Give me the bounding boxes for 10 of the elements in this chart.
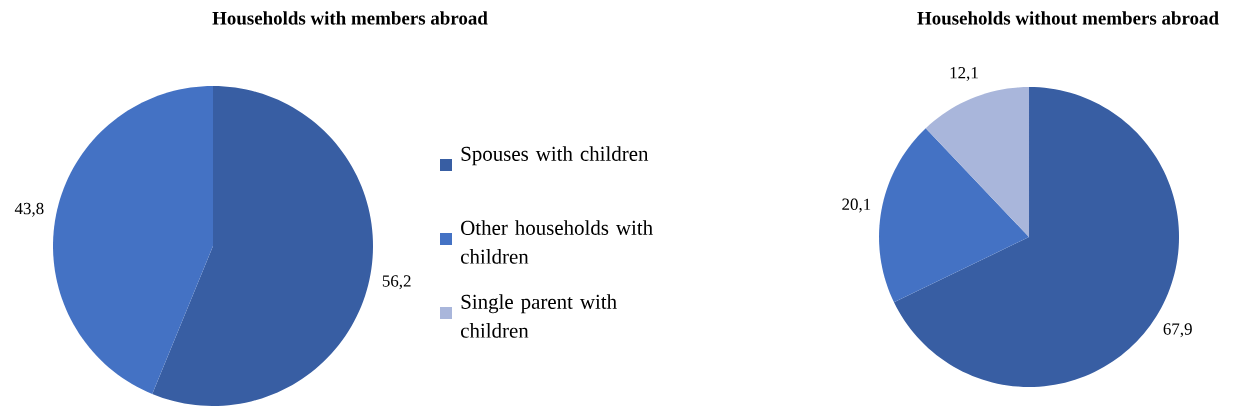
data-label: 20,1 [842, 198, 871, 213]
data-label: 12,1 [950, 67, 978, 81]
data-label: 67,9 [1163, 323, 1192, 338]
data-label: 43,8 [14, 202, 44, 217]
legend-label: Single parent with children [461, 294, 617, 338]
chart-title: Households with members abroad [212, 11, 488, 25]
data-label: 56,2 [382, 275, 411, 290]
legend-label: Other households with children [461, 220, 653, 264]
chart-title: Households without members abroad [917, 11, 1219, 25]
legend-label: Spouses with children [461, 146, 649, 166]
